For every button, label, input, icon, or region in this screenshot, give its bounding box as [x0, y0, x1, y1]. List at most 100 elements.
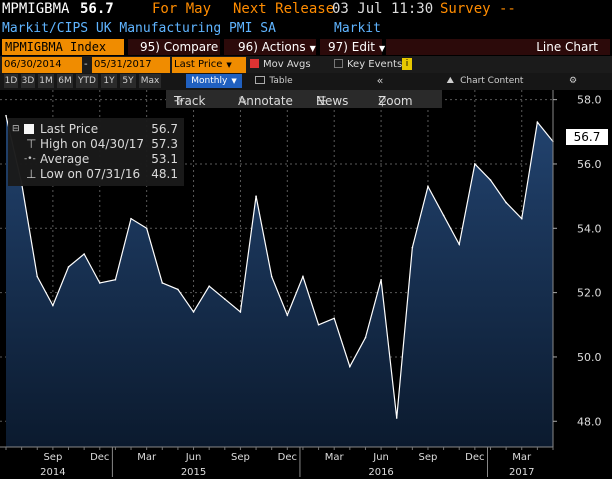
header-bar: MPMIGBMA 56.7 For May Next Release 03 Ju…: [0, 0, 612, 20]
data-point-2016-02: [317, 323, 320, 326]
data-point-2016-09: [427, 185, 429, 188]
legend-average-value: 53.1: [151, 152, 178, 166]
start-date-field[interactable]: 06/30/2014: [2, 57, 82, 73]
security-field[interactable]: MPMIGBMA Index: [2, 39, 124, 55]
legend-average-label: Average: [40, 152, 90, 166]
view-selector[interactable]: Line Chart: [386, 39, 610, 55]
table-icon: [255, 76, 266, 84]
y-tick-label-5: 58.0: [577, 94, 602, 107]
field-selector-label: Last Price: [174, 59, 223, 70]
data-point-2015-02: [130, 217, 132, 220]
edit-button-label: 97) Edit: [328, 40, 376, 54]
data-point-2014-06: [5, 114, 7, 117]
data-point-2015-12: [286, 314, 289, 316]
key-events-checkbox: [334, 59, 343, 68]
magnifier-icon: ⚲: [378, 94, 387, 108]
legend-last-price[interactable]: ⊟ Last Price 56.7: [8, 122, 184, 136]
chart-tools-bar: ✛ Track ✎ Annotate ☰ News ⚲ Zoom: [166, 90, 442, 108]
data-point-2016-03: [333, 317, 336, 320]
period-button-5y[interactable]: 5Y: [120, 74, 136, 88]
x-tick-label-9: Dec: [465, 452, 484, 463]
x-tick-label-7: Jun: [372, 452, 389, 463]
data-point-2015-05: [177, 288, 179, 291]
collapse-left-icon[interactable]: «: [376, 74, 384, 87]
date-separator: -: [84, 59, 88, 70]
data-point-2015-03: [145, 227, 148, 230]
data-point-2016-10: [442, 214, 445, 217]
mov-avgs-label: Mov Avgs: [263, 59, 311, 70]
field-selector[interactable]: Last Price ▼: [172, 57, 246, 73]
table-button[interactable]: Table: [248, 74, 300, 88]
data-point-2017-04: [536, 121, 539, 123]
period-bar: 1D 3D 1M 6M YTD 1Y 5Y Max Monthly ▼ Table « ⛰ Cha…: [0, 73, 612, 90]
end-date-text: 05/31/2017: [94, 59, 152, 70]
compare-button[interactable]: 95) Compare: [128, 39, 220, 55]
data-point-2014-10: [67, 266, 70, 268]
data-point-2015-07: [208, 285, 210, 287]
annotate-label: Annotate: [238, 94, 293, 108]
legend-low-value: 48.1: [151, 167, 178, 181]
low-marker-icon: ⊥: [26, 167, 37, 181]
actions-button-label: 96) Actions: [238, 40, 306, 54]
chart-content-label: Chart Content: [460, 76, 524, 86]
pencil-icon: ✎: [238, 94, 249, 108]
settings-gear-icon[interactable]: ⚙: [568, 76, 578, 86]
y-tick-label-3: 54.0: [577, 222, 602, 235]
source-label: Markit: [334, 21, 381, 36]
frequency-label: Monthly: [191, 76, 228, 86]
chart-legend: ⊟ Last Price 56.7 ⊤ High on 04/30/17 57.…: [8, 118, 184, 186]
table-button-label: Table: [269, 76, 293, 86]
period-button-3d[interactable]: 3D: [21, 74, 35, 88]
zoom-label: Zoom: [378, 94, 413, 108]
period-button-ytd[interactable]: YTD: [76, 74, 98, 88]
y-tick-label-4: 56.0: [577, 158, 602, 171]
mov-avgs-toggle[interactable]: Mov Avgs: [250, 57, 334, 73]
index-description: Markit/CIPS UK Manufacturing PMI SA: [2, 21, 276, 36]
period-button-6m[interactable]: 6M: [57, 74, 73, 88]
data-point-2014-11: [83, 253, 85, 255]
collapse-minus-icon: ⊟: [12, 124, 20, 134]
year-label-2016: 2016: [368, 467, 393, 478]
y-tick-label-1: 50.0: [577, 351, 602, 364]
next-release-label: Next Release: [233, 1, 335, 17]
key-events-toggle[interactable]: Key Events: [334, 57, 414, 73]
frequency-selector[interactable]: Monthly ▼: [186, 74, 242, 88]
x-tick-label-3: Jun: [185, 452, 202, 463]
edit-button[interactable]: 97) Edit ▼: [320, 39, 385, 55]
compare-button-label: 95) Compare: [140, 40, 219, 54]
legend-high: ⊤ High on 04/30/17 57.3: [8, 137, 184, 151]
end-date-field[interactable]: 05/31/2017: [92, 57, 170, 73]
x-tick-label-1: Dec: [90, 452, 109, 463]
price-line: [5, 115, 554, 419]
frequency-dropdown-icon: ▼: [231, 77, 237, 85]
year-label-2015: 2015: [181, 467, 206, 478]
description-bar: Markit/CIPS UK Manufacturing PMI SA Mark…: [0, 20, 612, 38]
year-label-2014: 2014: [40, 467, 65, 478]
data-point-2014-08: [36, 275, 39, 278]
actions-button[interactable]: 96) Actions ▼: [224, 39, 316, 55]
legend-average: -•- Average 53.1: [8, 152, 184, 166]
x-tick-label-2: Mar: [137, 452, 157, 463]
data-point-2016-07: [395, 417, 398, 419]
key-events-info-icon[interactable]: i: [402, 58, 412, 70]
price-points: [5, 114, 554, 419]
data-point-2017-02: [505, 201, 507, 204]
period-button-1d[interactable]: 1D: [4, 74, 18, 88]
average-marker-icon: -•-: [24, 154, 36, 164]
data-point-2016-08: [411, 246, 414, 249]
news-icon: ☰: [316, 94, 327, 108]
data-point-2015-08: [224, 298, 226, 300]
series-swatch: [24, 124, 34, 134]
year-label-2017: 2017: [509, 467, 534, 478]
mov-avgs-checkbox: [250, 59, 259, 68]
price-area: [6, 115, 553, 447]
last-value-tag: 56.7: [566, 129, 608, 145]
data-point-2016-01: [302, 275, 304, 278]
next-release-value: 03 Jul 11:30: [332, 1, 434, 17]
chart-content-icon: ⛰: [446, 76, 455, 86]
period-button-1y[interactable]: 1Y: [101, 74, 117, 88]
ticker-label: MPMIGBMA: [2, 1, 70, 17]
period-button-1m[interactable]: 1M: [38, 74, 54, 88]
period-button-max[interactable]: Max: [139, 74, 161, 88]
chart-content-button[interactable]: ⛰ Chart Content: [430, 74, 540, 88]
